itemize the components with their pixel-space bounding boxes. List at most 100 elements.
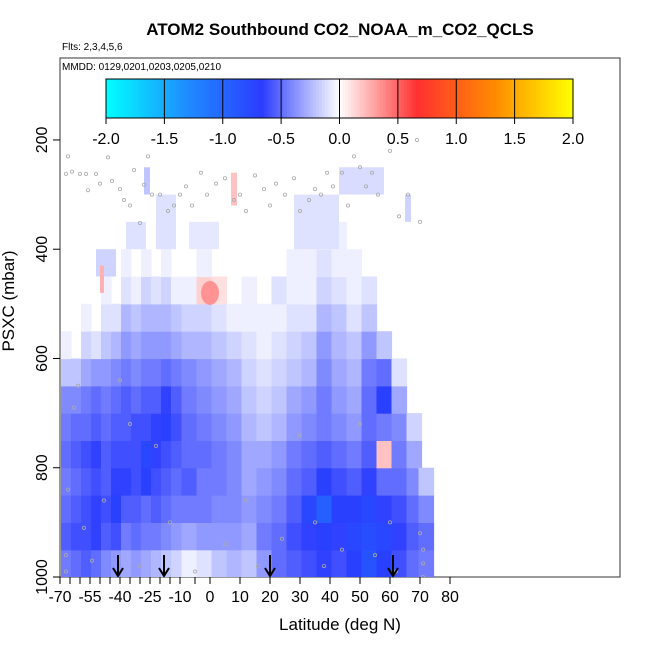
heatmap-cell bbox=[211, 522, 228, 551]
heatmap-cell bbox=[131, 495, 142, 523]
heatmap-cell bbox=[181, 495, 198, 523]
heatmap-cell bbox=[391, 385, 408, 414]
y-tick-label: 200 bbox=[34, 126, 51, 153]
heatmap-cell bbox=[241, 413, 258, 441]
heatmap-cell bbox=[151, 440, 162, 469]
y-tick-label: 600 bbox=[34, 345, 51, 372]
heatmap-cell bbox=[181, 385, 198, 414]
heatmap-cell bbox=[256, 331, 273, 360]
heatmap-cell bbox=[151, 385, 162, 414]
sample-point bbox=[70, 169, 75, 174]
sample-point bbox=[90, 558, 95, 563]
heatmap-cell bbox=[271, 413, 288, 441]
heatmap-cell bbox=[361, 276, 378, 305]
sample-point bbox=[237, 192, 242, 197]
sample-point bbox=[198, 170, 203, 175]
heatmap-cell bbox=[316, 249, 333, 278]
heatmap-cell bbox=[101, 303, 112, 332]
heatmap-cell bbox=[61, 413, 72, 441]
heatmap-cell bbox=[151, 549, 162, 577]
heatmap-cell bbox=[294, 194, 339, 250]
heatmap-cell bbox=[151, 522, 162, 551]
heatmap-cell bbox=[301, 385, 318, 414]
heatmap-cell bbox=[81, 522, 92, 551]
sample-point bbox=[213, 181, 218, 186]
sample-point bbox=[387, 148, 392, 153]
sample-point bbox=[312, 520, 317, 525]
heatmap-cell bbox=[301, 522, 318, 551]
heatmap-cell bbox=[301, 549, 318, 577]
colorbar-tick-label: 1.5 bbox=[504, 131, 526, 148]
heatmap-cell bbox=[256, 413, 273, 441]
heatmap-cell bbox=[301, 413, 318, 441]
heatmap-cell bbox=[286, 276, 303, 305]
heatmap-cell bbox=[418, 549, 435, 577]
heatmap-cell bbox=[226, 522, 243, 551]
heatmap-cell bbox=[286, 440, 303, 469]
heatmap-cell bbox=[151, 303, 162, 332]
heatmap-cell bbox=[81, 413, 92, 441]
heatmap-cell bbox=[91, 331, 102, 360]
heatmap-cell bbox=[161, 303, 172, 332]
heatmap-cell bbox=[226, 358, 243, 387]
heatmap-cell bbox=[211, 413, 228, 441]
sample-point bbox=[357, 165, 362, 170]
heatmap-cell bbox=[91, 549, 102, 577]
heatmap-cell bbox=[346, 467, 363, 496]
heatmap-cell bbox=[211, 385, 228, 414]
heatmap-cell bbox=[91, 358, 102, 387]
heatmap-layer bbox=[61, 167, 435, 577]
heatmap-cell bbox=[256, 385, 273, 414]
heatmap-cell bbox=[171, 522, 183, 551]
sample-point bbox=[306, 198, 311, 203]
heatmap-cell bbox=[241, 276, 258, 305]
x-tick-label: 30 bbox=[291, 589, 309, 606]
sample-point bbox=[372, 553, 377, 558]
heatmap-cell bbox=[241, 440, 258, 469]
heatmap-cell bbox=[131, 331, 142, 360]
heatmap-cell bbox=[141, 413, 152, 441]
sample-point bbox=[149, 192, 154, 197]
heatmap-cell bbox=[71, 358, 82, 387]
heatmap-cell bbox=[91, 440, 102, 469]
colorbar-tick-label: -1.0 bbox=[209, 131, 237, 148]
sample-point bbox=[66, 487, 71, 492]
heatmap-cell bbox=[391, 495, 408, 523]
heatmap-cell bbox=[81, 467, 92, 496]
x-tick-label: -55 bbox=[78, 589, 101, 606]
colorbar-tick-label: 0.5 bbox=[387, 131, 409, 148]
sample-point bbox=[106, 155, 111, 160]
heatmap-cell bbox=[256, 522, 273, 551]
heatmap-cell bbox=[144, 167, 150, 195]
flight-arrow bbox=[158, 555, 170, 578]
sample-point bbox=[222, 176, 227, 181]
heatmap-cell bbox=[161, 385, 172, 414]
sample-point bbox=[131, 167, 136, 172]
colorbar-tick-label: -1.5 bbox=[151, 131, 179, 148]
sample-point bbox=[64, 553, 69, 558]
sample-point bbox=[369, 170, 374, 175]
heatmap-cell bbox=[196, 385, 213, 414]
sample-point bbox=[137, 220, 142, 225]
heatmap-cell bbox=[316, 495, 333, 523]
sample-point bbox=[127, 203, 132, 208]
heatmap-cell bbox=[316, 413, 333, 441]
heatmap-cell bbox=[131, 303, 142, 332]
heatmap-cell bbox=[271, 276, 288, 305]
x-tick-label: 50 bbox=[351, 589, 369, 606]
heatmap-cell bbox=[181, 276, 198, 305]
sample-point bbox=[420, 547, 425, 552]
heatmap-cell bbox=[151, 413, 162, 441]
sample-point bbox=[375, 192, 380, 197]
heatmap-cell bbox=[81, 385, 92, 414]
heatmap-cell bbox=[71, 385, 82, 414]
flight-arrow bbox=[264, 555, 276, 578]
heatmap-cell bbox=[346, 358, 363, 387]
sample-point bbox=[82, 525, 87, 530]
heatmap-cell bbox=[316, 385, 333, 414]
heatmap-cell bbox=[61, 331, 72, 360]
heatmap-cell bbox=[61, 549, 72, 577]
heatmap-cell bbox=[196, 303, 213, 332]
heatmap-cell bbox=[61, 440, 72, 469]
heatmap-cell bbox=[171, 467, 183, 496]
